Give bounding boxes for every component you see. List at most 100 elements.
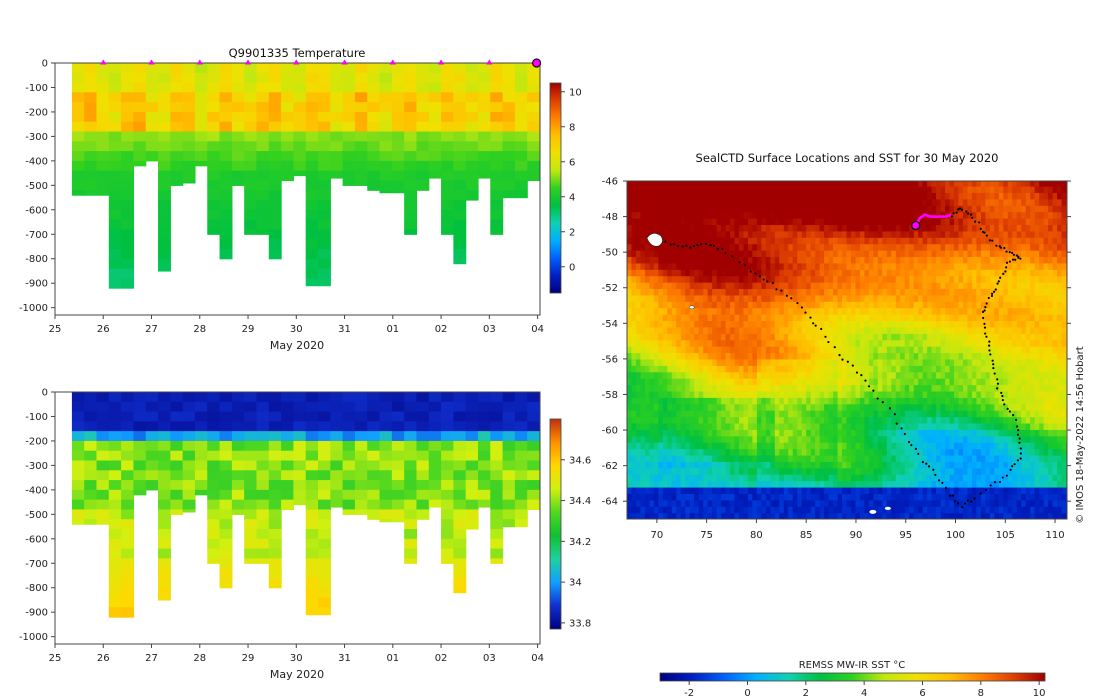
sst-cell <box>770 333 776 341</box>
section-cell <box>453 440 467 452</box>
section-cell <box>305 558 319 569</box>
sst-cell <box>730 365 736 373</box>
sst-cell <box>900 307 906 315</box>
sst-cell <box>694 275 700 283</box>
sst-cell <box>676 185 682 193</box>
sst-cell <box>886 365 892 373</box>
sst-cell <box>797 384 803 392</box>
sst-cell <box>774 371 780 379</box>
section-cell <box>428 460 442 471</box>
sst-cell <box>689 384 695 392</box>
sst-cell <box>707 275 713 283</box>
sst-cell <box>810 307 816 315</box>
section-cell <box>108 558 122 569</box>
sst-cell <box>667 282 673 290</box>
sst-cell <box>815 301 821 309</box>
sst-cell <box>815 493 821 501</box>
sst-cell <box>676 454 682 462</box>
sst-cell <box>918 211 924 219</box>
sst-cell <box>779 192 785 200</box>
sst-cell <box>734 307 740 315</box>
sst-cell <box>864 307 870 315</box>
sst-cell <box>828 390 834 398</box>
section-cell <box>477 470 491 481</box>
sst-cell <box>913 467 919 475</box>
sst-cell <box>797 339 803 347</box>
sst-cell <box>747 288 754 296</box>
sst-cell <box>653 211 659 219</box>
section-cell <box>367 509 381 520</box>
y-tick-label: -1000 <box>19 303 48 314</box>
sst-cell <box>833 454 839 462</box>
sst-cell <box>868 422 874 430</box>
section-cell <box>244 529 258 540</box>
sst-cell <box>730 346 736 354</box>
sst-cell <box>676 410 682 418</box>
sst-cell <box>895 320 901 328</box>
sst-cell <box>855 448 861 456</box>
sst-cell <box>747 294 754 302</box>
sst-cell <box>627 205 633 213</box>
sst-cell <box>644 422 650 430</box>
section-cell <box>244 440 258 452</box>
sst-cell <box>886 493 892 501</box>
section-cell <box>281 401 294 413</box>
sst-cell <box>792 243 798 251</box>
sst-cell <box>846 454 852 462</box>
sst-cell <box>671 301 677 309</box>
section-cell <box>502 460 516 471</box>
sst-cell <box>792 467 798 475</box>
section-cell <box>514 392 528 403</box>
sst-cell <box>810 384 816 392</box>
sst-cell <box>649 224 655 232</box>
section-cell <box>268 411 282 422</box>
sst-cell <box>815 307 821 315</box>
sst-cell <box>689 230 695 238</box>
sst-cell <box>671 294 677 302</box>
sst-cell <box>850 230 857 238</box>
sst-cell <box>680 410 686 418</box>
sst-cell <box>653 499 659 507</box>
sst-cell <box>640 365 646 373</box>
sst-cell <box>756 352 762 360</box>
sst-cell <box>810 333 816 341</box>
section-cell <box>305 170 319 182</box>
sst-cell <box>689 422 695 430</box>
sst-cell <box>801 288 807 296</box>
section-cell <box>367 440 381 452</box>
section-cell <box>465 450 479 462</box>
sst-cell <box>707 269 713 277</box>
sst-cell <box>886 250 892 258</box>
sst-cell <box>685 365 691 373</box>
sst-cell <box>824 416 830 424</box>
section-cell <box>108 268 122 279</box>
sst-cell <box>868 403 874 411</box>
sst-cell <box>864 262 870 270</box>
sst-cell <box>716 282 722 290</box>
sst-cell <box>882 192 888 200</box>
section-cell <box>108 431 122 442</box>
sst-cell <box>913 269 919 277</box>
sst-cell <box>743 422 749 430</box>
sst-cell <box>918 237 924 245</box>
sst-cell <box>712 205 718 213</box>
section-cell <box>391 92 405 103</box>
section-cell <box>490 121 504 133</box>
sst-cell <box>918 422 924 430</box>
sst-cell <box>868 371 874 379</box>
sst-cell <box>837 288 843 296</box>
sst-cell <box>819 384 825 392</box>
sst-cell <box>635 448 642 456</box>
sst-cell <box>676 371 682 379</box>
sst-cell <box>756 230 762 238</box>
section-cell <box>465 440 479 452</box>
sst-cell <box>904 390 910 398</box>
section-cell <box>281 111 294 123</box>
sst-cell <box>927 378 933 386</box>
sst-cell <box>667 442 673 450</box>
sst-cell <box>824 454 830 462</box>
y-tick-label: -700 <box>25 230 48 241</box>
sst-cell <box>842 181 848 187</box>
section-cell <box>244 431 258 442</box>
sst-cell <box>658 454 664 462</box>
